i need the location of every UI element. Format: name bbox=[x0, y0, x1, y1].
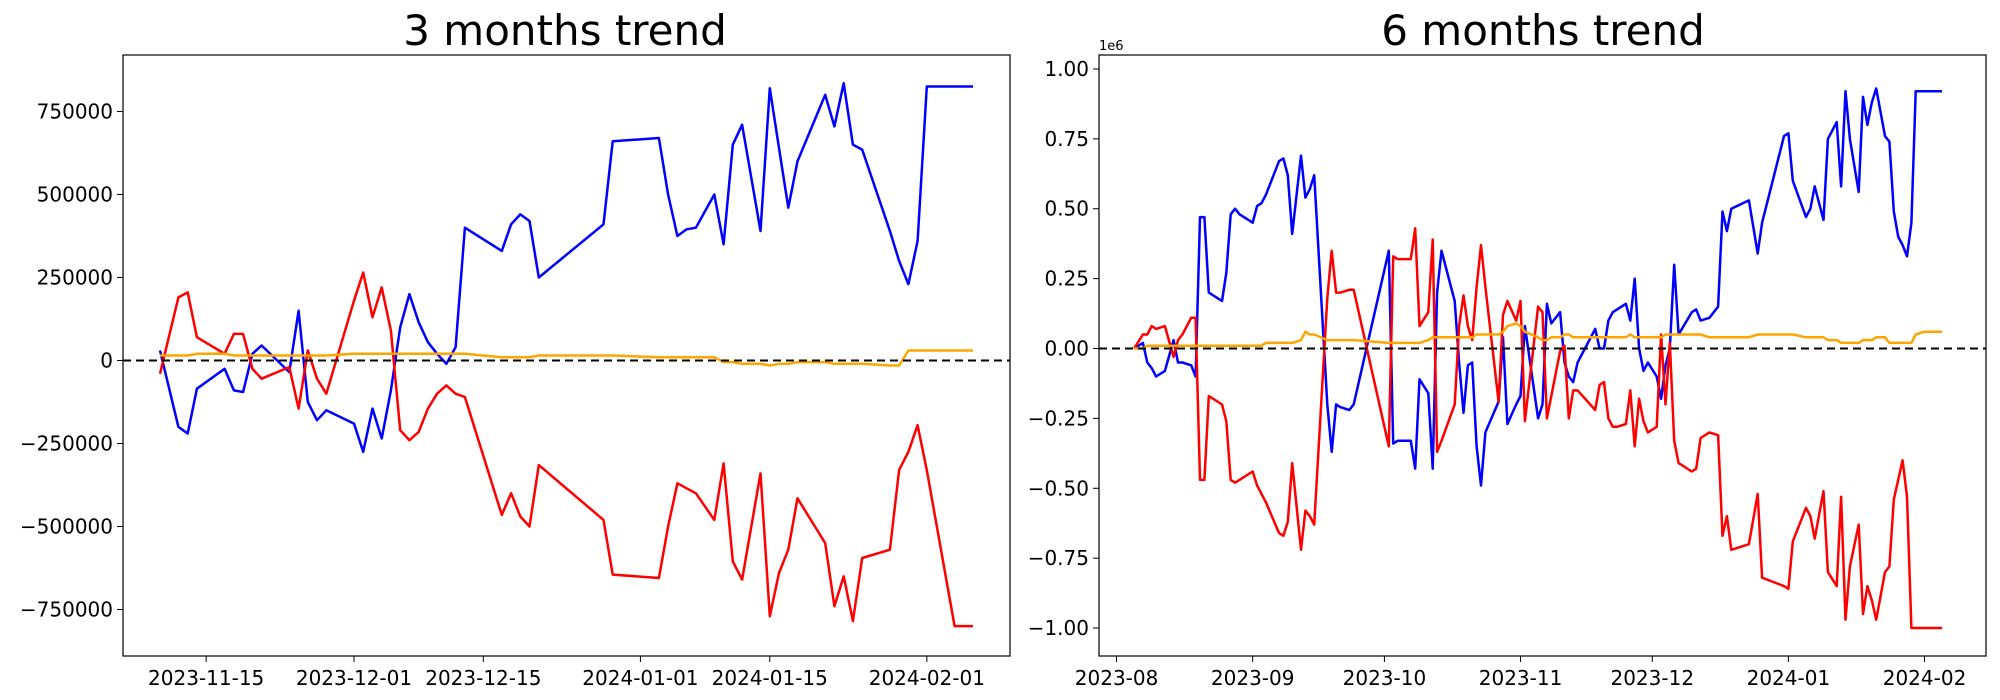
y-tick-label: 0.75 bbox=[1044, 127, 1089, 151]
y-tick-label: −0.75 bbox=[1028, 546, 1089, 570]
plot-frame bbox=[1098, 54, 1987, 657]
axis-ticks: 2023-11-15 2023-12-01 2023-12-15 2024-01-01… bbox=[20, 99, 985, 690]
x-tick-label: 2023-10 bbox=[1343, 666, 1427, 690]
x-tick-label: 2024-01-01 bbox=[582, 666, 698, 690]
y-tick-label: 0.25 bbox=[1044, 267, 1089, 291]
x-tick-label: 2024-01-15 bbox=[712, 666, 828, 690]
series-line-1 bbox=[158, 271, 973, 628]
series-line-2 bbox=[1134, 322, 1943, 350]
y-tick-label: 250000 bbox=[37, 265, 113, 289]
axis-ticks: 2023-08 2023-09 2023-10 2023-11 2023-12 2024-… bbox=[1028, 57, 1967, 690]
y-tick-label: 0.00 bbox=[1044, 337, 1089, 361]
y-tick-label: −0.50 bbox=[1028, 476, 1089, 500]
x-tick-label: 2024-02-01 bbox=[869, 666, 985, 690]
chart-3-months: 3 months trend 2023-11-15 2023-12-01 2023-… bbox=[20, 6, 1011, 690]
chart-6-months: 6 months trend 1e6 2023-08 2023-09 2023-10… bbox=[1028, 6, 1987, 690]
plot-frame bbox=[122, 54, 1011, 657]
x-tick-label: 2023-12-15 bbox=[425, 666, 541, 690]
y-tick-label: −1.00 bbox=[1028, 616, 1089, 640]
series-line-0 bbox=[1133, 87, 1943, 487]
y-tick-label: −500000 bbox=[20, 515, 113, 539]
series-line-0 bbox=[158, 81, 973, 454]
series-layer bbox=[1133, 87, 1943, 630]
y-tick-label: 500000 bbox=[37, 182, 113, 206]
y-tick-label: 1.00 bbox=[1044, 57, 1089, 81]
chart-title: 3 months trend bbox=[403, 6, 727, 55]
series-line-2 bbox=[160, 349, 973, 367]
x-tick-label: 2024-01 bbox=[1747, 666, 1831, 690]
x-tick-label: 2023-12-01 bbox=[296, 666, 412, 690]
x-tick-label: 2023-09 bbox=[1211, 666, 1295, 690]
x-tick-label: 2023-08 bbox=[1075, 666, 1159, 690]
x-tick-label: 2023-12 bbox=[1610, 666, 1694, 690]
y-axis-offset-label: 1e6 bbox=[1099, 39, 1124, 54]
y-tick-label: −750000 bbox=[20, 598, 113, 622]
chart-title: 6 months trend bbox=[1381, 6, 1705, 55]
x-tick-label: 2023-11 bbox=[1479, 666, 1563, 690]
y-tick-label: 750000 bbox=[37, 99, 113, 123]
y-tick-label: 0.50 bbox=[1044, 197, 1089, 221]
series-layer bbox=[158, 81, 973, 628]
x-tick-label: 2024-02 bbox=[1883, 666, 1967, 690]
y-tick-label: −0.25 bbox=[1028, 406, 1089, 430]
y-tick-label: −250000 bbox=[20, 431, 113, 455]
x-tick-label: 2023-11-15 bbox=[148, 666, 264, 690]
series-line-1 bbox=[1133, 227, 1943, 630]
y-tick-label: 0 bbox=[100, 348, 113, 372]
